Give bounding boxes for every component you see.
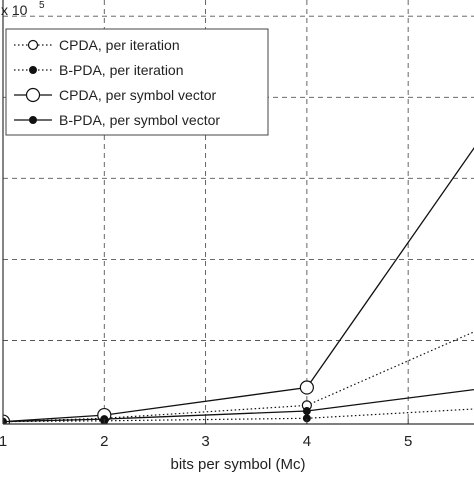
series-line-3: [3, 388, 474, 423]
x-tick-label-2: 3: [201, 433, 209, 450]
legend-marker-2: [25, 87, 41, 103]
series-line-2: [3, 147, 474, 423]
legend: CPDA, per iteration B-PDA, per iteration C…: [5, 28, 269, 136]
legend-item-1: B-PDA, per iteration: [14, 62, 184, 78]
y-multiplier-exponent: 5: [39, 0, 45, 11]
y-multiplier-base: x 10: [1, 2, 28, 18]
series-2-point-2: [299, 380, 314, 395]
series-3-point-0: [3, 417, 7, 424]
x-tick-label-3: 4: [303, 433, 311, 450]
x-axis-label: bits per symbol (Mc): [170, 456, 305, 473]
series-3-point-2: [302, 407, 311, 416]
series-line-1: [3, 408, 474, 423]
y-multiplier: x 10 5: [1, 0, 45, 18]
x-tick-label-4: 5: [404, 433, 412, 450]
x-tick-label-0: 1: [0, 433, 7, 450]
x-ticks: 1 2 3 4 5: [0, 419, 412, 450]
series-group: [3, 147, 474, 424]
legend-item-0: CPDA, per iteration: [14, 37, 180, 53]
legend-marker-3: [28, 116, 37, 125]
legend-label-1: B-PDA, per iteration: [59, 62, 184, 78]
legend-item-3: B-PDA, per symbol vector: [14, 112, 220, 128]
legend-label-0: CPDA, per iteration: [59, 37, 180, 53]
x-tick-label-1: 2: [100, 433, 108, 450]
legend-marker-0: [27, 39, 39, 51]
legend-label-3: B-PDA, per symbol vector: [59, 112, 220, 128]
legend-marker-1: [28, 66, 37, 75]
legend-item-2: CPDA, per symbol vector: [14, 87, 216, 103]
legend-label-2: CPDA, per symbol vector: [59, 87, 216, 103]
legend-box: [5, 28, 269, 136]
